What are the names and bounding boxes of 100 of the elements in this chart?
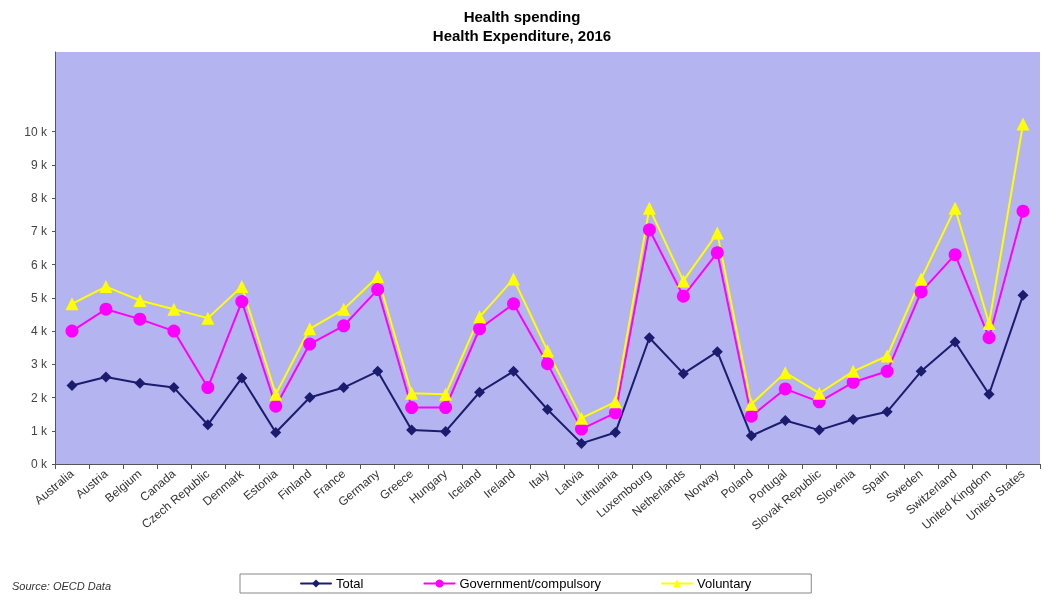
point xyxy=(65,297,79,311)
y-tick-label: 7 k xyxy=(30,224,48,239)
point xyxy=(65,324,79,338)
y-tick-label: 8 k xyxy=(30,191,48,206)
point xyxy=(440,425,452,437)
point xyxy=(949,336,961,348)
point xyxy=(1016,117,1030,131)
point xyxy=(574,411,588,425)
point xyxy=(914,285,928,299)
point xyxy=(508,365,520,377)
point xyxy=(201,381,215,395)
point xyxy=(303,322,317,336)
point xyxy=(608,395,622,409)
point xyxy=(983,388,995,400)
point xyxy=(337,302,351,316)
point xyxy=(66,380,78,392)
point xyxy=(337,319,351,333)
point xyxy=(134,377,146,389)
point xyxy=(133,294,147,308)
point xyxy=(167,324,181,338)
point xyxy=(507,297,521,311)
y-tick-label: 10 k xyxy=(24,124,48,139)
point xyxy=(1016,204,1030,218)
point xyxy=(744,409,758,423)
point xyxy=(710,226,724,240)
x-tick-label: Italy xyxy=(526,466,552,492)
point xyxy=(710,246,724,260)
chart-subtitle: Health Expenditure, 2016 xyxy=(432,27,612,44)
point xyxy=(642,201,656,215)
point xyxy=(473,310,487,324)
point xyxy=(880,349,894,363)
point xyxy=(779,414,791,426)
point xyxy=(915,365,927,377)
point xyxy=(202,419,214,431)
point xyxy=(167,302,181,316)
point xyxy=(235,295,249,309)
point xyxy=(677,368,689,380)
point xyxy=(541,357,554,371)
point xyxy=(303,337,317,351)
point xyxy=(168,382,180,394)
point xyxy=(201,311,215,325)
legend-label: Total xyxy=(336,576,364,591)
point xyxy=(744,397,758,411)
y-tick-label: 4 k xyxy=(30,324,48,339)
point xyxy=(439,387,453,401)
point xyxy=(575,437,587,449)
point xyxy=(405,386,419,400)
point xyxy=(269,387,283,401)
point xyxy=(880,364,894,378)
y-tick-label: 3 k xyxy=(30,357,48,372)
point xyxy=(439,401,453,415)
point xyxy=(269,399,283,413)
point xyxy=(813,424,825,436)
point xyxy=(982,316,996,330)
y-tick-label: 9 k xyxy=(30,157,48,172)
point xyxy=(982,331,996,345)
point xyxy=(846,364,860,378)
point xyxy=(371,283,385,297)
point xyxy=(881,406,893,418)
point xyxy=(507,272,521,286)
point xyxy=(745,430,757,442)
y-tick-label: 0 k xyxy=(30,457,48,471)
point xyxy=(99,302,113,316)
point xyxy=(778,382,792,396)
y-tick-label: 2 k xyxy=(30,390,48,405)
point xyxy=(473,322,487,336)
point xyxy=(270,426,282,438)
point xyxy=(133,312,147,326)
point xyxy=(100,371,112,383)
point xyxy=(676,289,690,303)
y-tick-label: 5 k xyxy=(30,290,48,305)
source-note: Source: OECD Data xyxy=(12,579,112,592)
chart-title: Health spending xyxy=(463,8,581,25)
point xyxy=(643,332,655,344)
point xyxy=(541,344,554,358)
y-tick-label: 1 k xyxy=(30,423,48,438)
point xyxy=(338,382,350,394)
point xyxy=(914,272,928,286)
point xyxy=(847,413,859,425)
point xyxy=(812,386,826,400)
point xyxy=(474,386,486,398)
point xyxy=(405,401,419,415)
point xyxy=(372,365,384,377)
legend-label: Government/compulsory xyxy=(459,576,602,591)
y-tick-label: 6 k xyxy=(30,257,48,272)
point xyxy=(99,280,113,294)
legend-label: Voluntary xyxy=(697,576,752,591)
point xyxy=(235,280,249,294)
point xyxy=(642,223,656,237)
point xyxy=(778,366,792,380)
point xyxy=(609,426,621,438)
point xyxy=(1017,289,1029,301)
point xyxy=(236,372,248,384)
point xyxy=(711,346,723,358)
point xyxy=(948,201,962,215)
point xyxy=(371,270,385,284)
point xyxy=(304,392,316,404)
point xyxy=(542,404,553,416)
point xyxy=(676,274,690,288)
point xyxy=(948,248,962,262)
